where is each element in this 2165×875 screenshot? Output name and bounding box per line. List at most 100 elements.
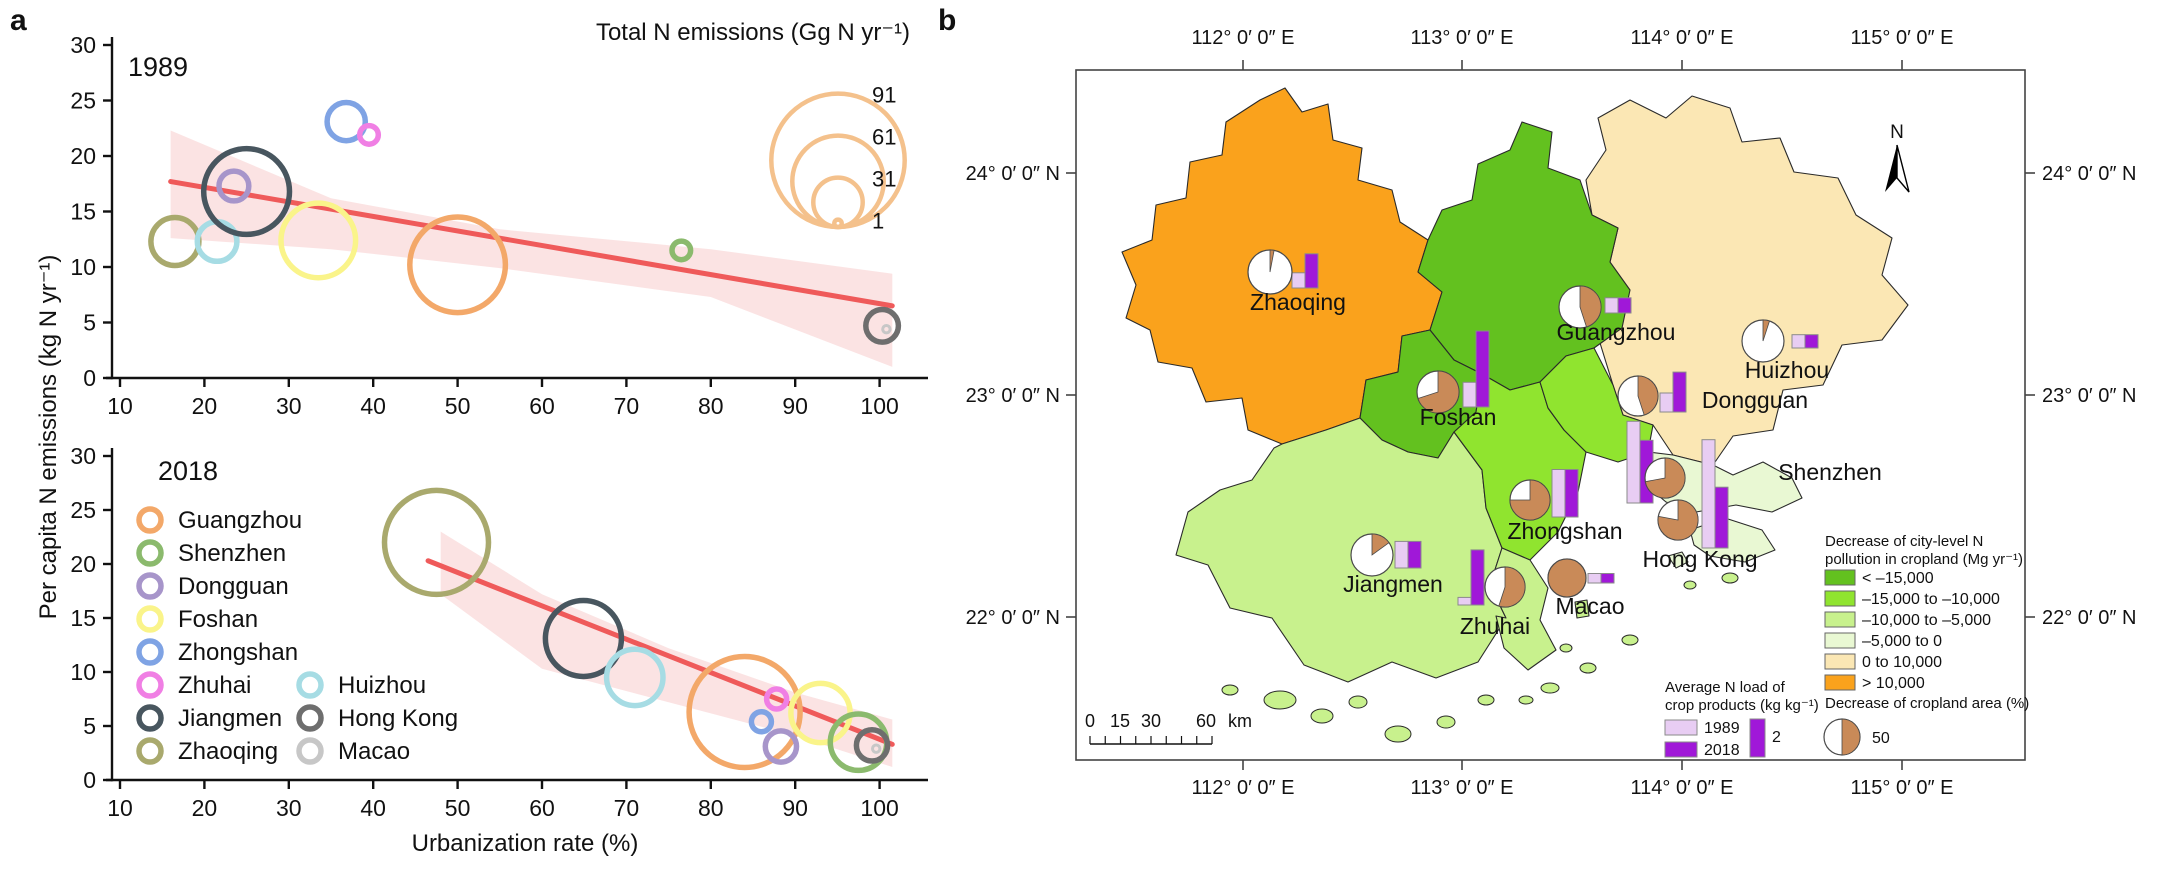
size-legend-circle [790, 133, 886, 230]
legend-swatch-5 [1824, 674, 1856, 691]
city-label-guangzhou: Guangzhou [1557, 319, 1676, 345]
legend-pollution-item: –10,000 to –5,000 [1862, 612, 1991, 629]
bubble-zhongshan [748, 708, 775, 735]
map-city-foshan: Foshan [1416, 330, 1497, 430]
legend-swatch-macao [296, 737, 324, 765]
island [1310, 708, 1334, 724]
bar-2018-macao [1600, 573, 1615, 584]
legend-pollution-item: < –15,000 [1862, 570, 1934, 587]
legend-pollution-title: pollution in cropland (Mg yr⁻¹) [1825, 551, 2023, 568]
legend-swatch-zhuhai [136, 671, 164, 699]
axes [103, 448, 928, 789]
city-label-foshan: Foshan [1420, 404, 1497, 430]
north-arrow: N [1885, 122, 1910, 193]
bar-1989-dongguan [1659, 392, 1674, 413]
legend-cropland-value: 50 [1872, 730, 1890, 747]
legend-swatch-1 [1824, 590, 1856, 607]
size-legend-title: Total N emissions (Gg N yr⁻¹) [596, 19, 910, 46]
size-legend-value: 1 [872, 209, 884, 234]
bar-1989-shenzhen [1626, 420, 1641, 504]
legend-swatch-3 [1824, 632, 1856, 649]
lon-label-bottom: 113° 0′ 0″ E [1411, 777, 1514, 799]
pie-sector-zhuhai [1498, 566, 1526, 608]
bar-2018-guangzhou [1617, 297, 1632, 314]
legend-cropland-title: Decrease of cropland area (%) [1825, 695, 2029, 712]
legend-swatch-2 [1824, 611, 1856, 628]
size-legend-circle [832, 217, 844, 230]
lat-label-right: 23° 0′ 0″ N [2042, 385, 2136, 407]
legend-nload-title: crop products (kg kg⁻¹) [1665, 697, 1819, 714]
pie-sector-zhaoqing [1269, 249, 1275, 273]
legend-swatch-4 [1824, 653, 1856, 670]
pie-sector-shenzhen [1644, 457, 1686, 499]
bar-1989-zhaoqing [1291, 272, 1306, 289]
city-label-hong-kong: Hong Kong [1642, 546, 1757, 572]
lon-label-bottom: 115° 0′ 0″ E [1851, 777, 1954, 799]
bar-2018-dongguan [1672, 371, 1687, 413]
legend-bar-2018 [1664, 741, 1698, 758]
north-label: N [1890, 122, 1904, 143]
lat-label-right: 24° 0′ 0″ N [2042, 163, 2136, 185]
axes [103, 37, 928, 387]
scatter-chart-1989: 0 5 10 15 20 25 30 10 20 30 40 50 60 70 80 90 100 1989 Tot… [70, 19, 928, 419]
pie-sector-huizhou [1762, 319, 1771, 342]
legend-city-label: Guangzhou [178, 507, 302, 534]
bar-2018-hong-kong [1714, 486, 1729, 549]
legend-swatch-guangzhou [136, 506, 164, 534]
bubble-zhuhai [356, 122, 382, 147]
legend-city-label: Macao [338, 738, 410, 765]
bubble-huizhou [603, 646, 666, 709]
y-tick-label: 10 [70, 659, 96, 685]
legend-city-label: Shenzhen [178, 540, 286, 567]
bar-1989-zhongshan [1551, 469, 1566, 518]
bar-2018-zhuhai [1470, 549, 1485, 606]
x-tick-label: 70 [614, 795, 640, 821]
legend-swatch-dongguan [136, 572, 164, 600]
bubble-jiangmen [542, 597, 625, 680]
map-regions [1121, 87, 1909, 743]
island [1263, 690, 1297, 710]
map-city-hong-kong: Hong Kong [1642, 439, 1758, 572]
legend-swatch-huizhou [296, 671, 324, 699]
y-tick-label: 15 [70, 605, 96, 631]
map-city-macao: Macao [1547, 558, 1625, 619]
x-tick-label: 50 [445, 795, 471, 821]
x-tick-label: 20 [192, 795, 218, 821]
lon-label-top: 115° 0′ 0″ E [1851, 27, 1954, 49]
bubble-zhaoqing [381, 487, 492, 598]
bubble-foshan [278, 200, 359, 281]
legend-sample-bar [1749, 718, 1766, 758]
legend-cropland: Decrease of cropland area (%) 50 [1823, 695, 2029, 756]
y-tick-label: 30 [70, 443, 96, 469]
legend-swatch-foshan [136, 605, 164, 633]
map-city-shenzhen: Shenzhen [1626, 420, 1882, 504]
bar-1989-jiangmen [1394, 540, 1409, 569]
pie-sector-jiangmen [1371, 533, 1390, 556]
city-label-zhongshan: Zhongshan [1507, 518, 1622, 544]
pearl-river-delta-map: 112° 0′ 0″ E 112° 0′ 0″ E 113° 0′ 0″ E 113°… [966, 27, 2137, 799]
size-legend-value: 31 [872, 167, 896, 192]
x-tick-label: 30 [276, 795, 302, 821]
legend-pollution-title: Decrease of city-level N [1825, 533, 1983, 550]
bubble-jiangmen [200, 145, 293, 238]
legend-pollution-item: –5,000 to 0 [1862, 633, 1942, 650]
legend-city-label: Zhaoqing [178, 738, 278, 765]
map-city-zhuhai: Zhuhai [1457, 549, 1530, 639]
legend-swatch-0 [1824, 569, 1856, 586]
bar-2018-foshan [1475, 330, 1490, 408]
legend-nload-2018: 2018 [1704, 742, 1740, 759]
city-label-jiangmen: Jiangmen [1343, 571, 1443, 597]
legend-city-label: Foshan [178, 606, 258, 633]
island [1721, 572, 1739, 584]
pie-sector-foshan [1417, 370, 1460, 414]
x-tick-label: 80 [698, 393, 724, 419]
y-tick-label: 25 [70, 497, 96, 523]
map-city-jiangmen: Jiangmen [1343, 533, 1443, 597]
lon-label-top: 112° 0′ 0″ E [1192, 27, 1295, 49]
island [1477, 694, 1495, 706]
legend-swatch-hong-kong [296, 704, 324, 732]
legend-swatch-zhaoqing [136, 737, 164, 765]
x-tick-label: 100 [860, 795, 898, 821]
scale-label: 0 [1085, 711, 1095, 731]
